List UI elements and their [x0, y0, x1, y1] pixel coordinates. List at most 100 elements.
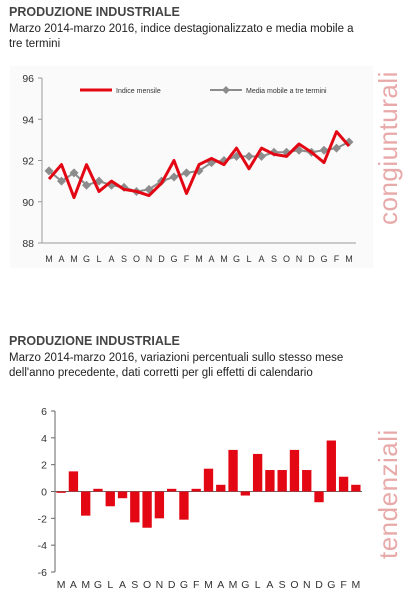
chart2-bar	[142, 491, 152, 528]
chart1-moving-average-point	[182, 168, 191, 178]
chart1-x-tick-label: O	[283, 254, 290, 264]
chart2-x-tick-label: S	[131, 579, 138, 591]
chart1-x-tick-label: A	[58, 254, 64, 264]
chart1-moving-average-point	[82, 180, 91, 190]
chart2-bar	[93, 488, 103, 492]
chart1-y-tick-label: 90	[22, 197, 34, 209]
chart1-x-tick-label: F	[184, 254, 190, 264]
chart1-x-tick-label: A	[258, 254, 264, 264]
chart2-x-tick-label: A	[70, 579, 77, 591]
chart1-y-tick-label: 92	[22, 156, 34, 168]
chart2-x-tick-label: M	[229, 579, 238, 591]
chart2-x-tick-label: N	[156, 579, 164, 591]
chart2-bar	[130, 491, 140, 523]
chart1-x-tick-label: G	[170, 254, 177, 264]
chart1-x-tick-label: L	[246, 254, 251, 264]
chart2-bar	[203, 468, 214, 492]
chart2-bar	[252, 453, 263, 492]
chart1-x-tick-label: O	[133, 254, 140, 264]
chart2-x-tick-label: A	[217, 579, 224, 591]
chart2-bar	[81, 491, 91, 516]
chart2-x-tick-label: O	[143, 579, 151, 591]
chart1-x-tick-label: A	[208, 254, 214, 264]
chart2-x-tick-label: N	[303, 579, 311, 591]
chart1-x-tick-label: M	[195, 254, 203, 264]
chart2-bar	[105, 491, 115, 507]
chart1-legend-label: Media mobile a tre termini	[246, 88, 327, 95]
chart2-bar	[228, 449, 238, 492]
chart2-bar	[314, 491, 324, 503]
chart2-title: PRODUZIONE INDUSTRIALE	[9, 334, 180, 348]
chart2-x-tick-label: M	[57, 579, 66, 591]
chart2-y-tick-label: -4	[38, 540, 47, 552]
chart2-x-tick-label: D	[168, 579, 176, 591]
chart2-x-tick-label: F	[340, 579, 346, 591]
chart2-x-tick-label: G	[241, 579, 249, 591]
chart1-y-tick-label: 94	[22, 114, 34, 126]
chart1-legend-label: Indice mensile	[116, 88, 161, 95]
chart1-legend-marker	[222, 86, 230, 94]
chart2-bar	[56, 491, 66, 493]
chart2-bar	[351, 484, 361, 492]
chart2-bar	[326, 440, 336, 492]
chart1-subtitle: Marzo 2014-marzo 2016, indice destagiona…	[9, 23, 354, 50]
chart2-y-tick-label: -6	[38, 567, 47, 579]
chart2-bar	[338, 476, 349, 492]
chart2-subtitle: Marzo 2014-marzo 2016, variazioni percen…	[9, 352, 344, 379]
chart1-moving-average-point	[57, 176, 66, 186]
chart2-x-tick-label: D	[315, 579, 323, 591]
chart2-bar	[68, 471, 79, 492]
chart1-x-tick-label: D	[308, 254, 315, 264]
chart2-bar	[166, 488, 177, 492]
chart2-x-tick-label: G	[94, 579, 102, 591]
chart1-x-tick-label: N	[296, 254, 303, 264]
chart1-x-tick-label: G	[233, 254, 240, 264]
chart2-x-tick-label: M	[81, 579, 90, 591]
chart2-y-tick-label: 0	[41, 487, 47, 499]
chart2-x-tick-label: F	[193, 579, 199, 591]
chart1-x-tick-label: S	[271, 254, 277, 264]
chart2-y-tick-label: 2	[41, 460, 47, 472]
chart1-y-tick-label: 96	[22, 73, 34, 85]
chart2-y-tick-label: 4	[41, 433, 47, 445]
chart1-moving-average-point	[244, 151, 254, 161]
chart2-bar	[154, 491, 165, 519]
chart2-x-tick-label: G	[180, 579, 188, 591]
chart2-x-tick-label: M	[351, 579, 360, 591]
chart1-title: PRODUZIONE INDUSTRIALE	[9, 5, 180, 19]
chart1-x-tick-label: S	[121, 254, 127, 264]
chart2-x-tick-label: M	[204, 579, 213, 591]
chart1-x-tick-label: G	[83, 254, 90, 264]
chart1-moving-average-point	[169, 172, 179, 182]
chart2-x-tick-label: O	[290, 579, 298, 591]
chart1-moving-average-point	[332, 143, 341, 153]
chart1-x-tick-label: G	[320, 254, 327, 264]
chart2-x-tick-label: A	[266, 579, 273, 591]
chart1-x-tick-label: L	[96, 254, 101, 264]
chart2-bar	[179, 491, 189, 520]
chart1-x-tick-label: F	[334, 254, 340, 264]
chart2-bar	[302, 470, 312, 492]
chart1-x-tick-label: N	[146, 254, 153, 264]
chart2-bar	[277, 470, 287, 492]
chart2-bar	[216, 484, 226, 492]
chart1-x-tick-label: M	[45, 254, 53, 264]
chart1-moving-average-point	[44, 166, 54, 176]
chart1-x-tick-label: D	[158, 254, 165, 264]
chart2-x-tick-label: A	[119, 579, 126, 591]
chart2-bar	[265, 470, 275, 492]
chart1-y-tick-label: 88	[22, 238, 34, 250]
chart2-bar	[289, 449, 300, 492]
chart2-y-tick-label: -2	[38, 513, 47, 525]
chart1-plot-background	[10, 66, 373, 268]
chart2-bar	[240, 491, 251, 496]
chart1-moving-average-point	[69, 168, 79, 178]
chart2-bar	[117, 491, 128, 499]
chart1-x-tick-label: M	[345, 254, 353, 264]
chart1-series-index-line	[47, 130, 351, 200]
chart2-x-tick-label: S	[279, 579, 286, 591]
chart1-x-tick-label: M	[70, 254, 78, 264]
chart2-x-tick-label: L	[107, 579, 113, 591]
